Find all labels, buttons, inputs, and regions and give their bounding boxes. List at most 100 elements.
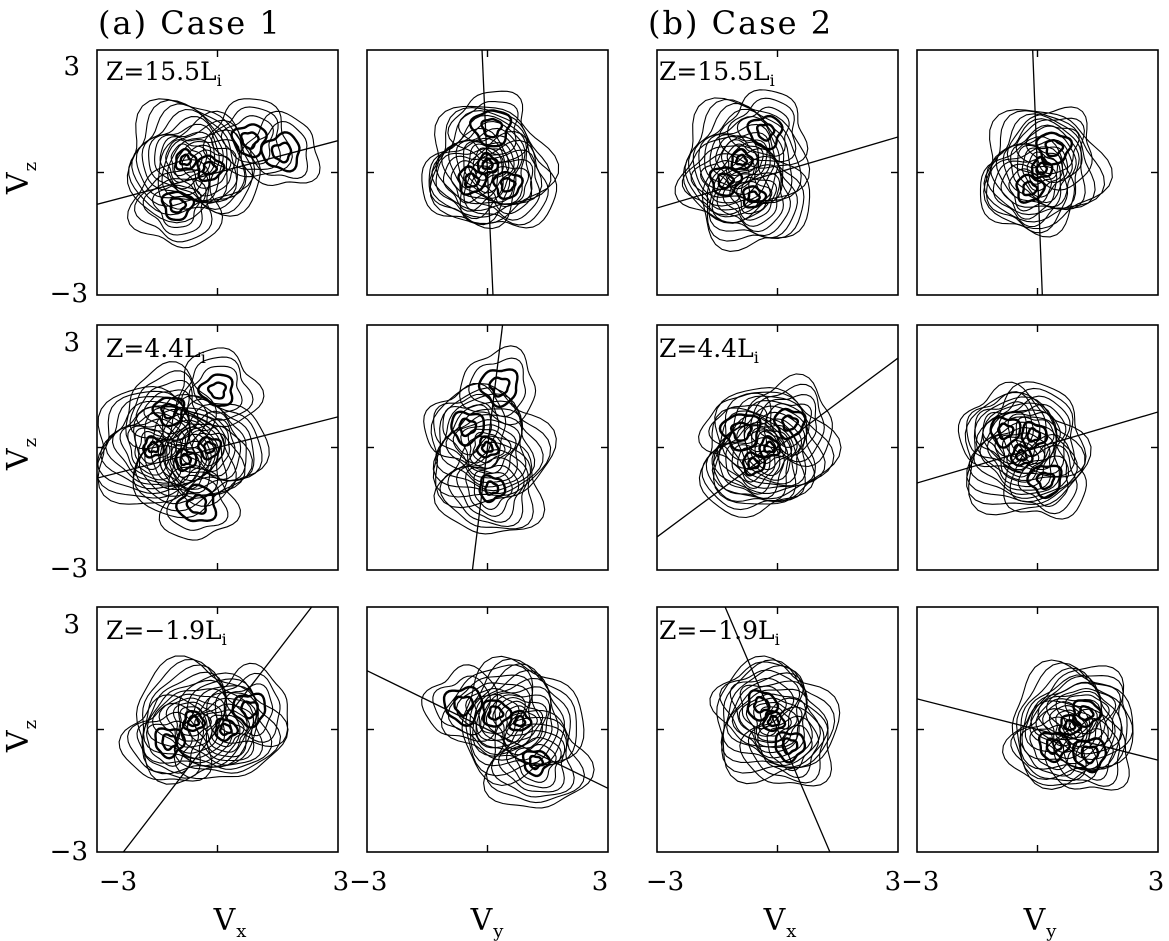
contour-ring — [429, 105, 560, 225]
contour-ring — [491, 170, 524, 201]
contour-ring — [488, 376, 511, 398]
contour-ring — [1035, 131, 1074, 166]
contour-ring — [442, 404, 492, 456]
fit-line — [97, 416, 338, 479]
contour-ring — [709, 661, 804, 748]
contour-ring — [173, 672, 289, 780]
contour-ring — [219, 722, 233, 737]
contour-ring — [477, 368, 519, 409]
contour-ring — [169, 197, 188, 214]
contour-ring — [766, 724, 813, 772]
xlabel-1: Vx — [213, 903, 247, 941]
fit-line — [657, 136, 898, 209]
contour-ring — [135, 655, 259, 785]
contour-ring — [456, 457, 525, 523]
contour-ring — [1071, 737, 1107, 774]
contour-ring — [1035, 471, 1056, 491]
contour-ring — [270, 141, 293, 164]
contour-ring — [442, 155, 499, 212]
contour-ring — [432, 675, 491, 736]
ylabel-sub: z — [20, 438, 41, 447]
contour-ring — [746, 190, 761, 204]
contour-ring — [992, 156, 1062, 228]
contour-ring — [1055, 687, 1117, 741]
contour-ring — [440, 664, 543, 761]
contour-ring — [166, 474, 229, 531]
contour-ring — [118, 694, 213, 782]
contour-ring — [1015, 117, 1085, 184]
fit-line — [724, 607, 831, 852]
contour-ring — [781, 737, 799, 756]
fit-line — [122, 607, 313, 852]
contour-ring — [1015, 416, 1055, 457]
contour-ring — [741, 451, 767, 477]
contour-ring — [127, 702, 205, 779]
contour-ring — [162, 395, 263, 499]
contour-ring — [982, 410, 1028, 457]
contour-ring — [202, 440, 217, 455]
contour-ring — [151, 396, 186, 428]
contour-ring — [985, 146, 1069, 234]
contour-ring — [186, 697, 257, 762]
contour-ring — [681, 145, 761, 218]
contour-ring — [154, 727, 187, 760]
contour-ring — [1011, 659, 1134, 790]
contour-ring — [458, 417, 478, 438]
contour-ring — [161, 119, 254, 215]
contour-ring — [447, 449, 529, 528]
fit-line — [1032, 50, 1043, 295]
ylabel-row-1: Vz — [1, 162, 41, 195]
contour-ring — [506, 736, 562, 789]
contour-ring — [1026, 464, 1063, 500]
contour-ring — [674, 135, 771, 224]
contour-ring — [718, 413, 762, 452]
contour-ring — [148, 123, 220, 200]
contour-ring — [134, 169, 213, 243]
contour-ring — [1064, 694, 1110, 735]
ylabel-base: V — [1, 171, 36, 195]
xtick-1: −3 — [99, 867, 137, 897]
contour-ring — [1016, 662, 1128, 780]
xtick-2: 3−3 — [333, 867, 388, 897]
contour-ring — [720, 664, 829, 768]
contour-ring — [180, 356, 254, 421]
contour-ring — [465, 658, 577, 777]
z-label-case2-row2: Z=4.4Li — [659, 334, 759, 367]
contour-ring — [754, 430, 787, 465]
contour-ring — [430, 382, 557, 509]
contour-lines — [421, 655, 595, 809]
contour-ring — [738, 693, 807, 754]
contour-ring — [196, 154, 226, 183]
contour-panel — [916, 49, 1159, 296]
contour-panel — [916, 606, 1159, 853]
contour-ring — [1030, 155, 1054, 180]
ytick-bottom-r3-a: −3 — [50, 837, 88, 867]
contour-ring — [154, 131, 216, 196]
xtick-6: 3 — [1148, 867, 1165, 897]
contour-ring — [1000, 163, 1058, 220]
panel-grid — [96, 49, 1159, 853]
contour-ring — [453, 695, 475, 717]
contour-ring — [457, 165, 488, 196]
contour-ring — [1029, 724, 1078, 771]
contour-ring — [459, 345, 537, 426]
contour-ring — [698, 407, 815, 519]
contour-ring — [146, 720, 193, 767]
contour-ring — [757, 394, 817, 456]
contour-ring — [716, 164, 784, 233]
contour-ring — [150, 426, 216, 494]
contour-ring — [468, 357, 526, 418]
contour-ring — [484, 166, 530, 208]
contour-ring — [1030, 665, 1134, 761]
contour-ring — [690, 153, 755, 211]
ylabel-row-3: Vz — [1, 720, 41, 753]
ylabel-sub: z — [20, 720, 41, 729]
contour-ring — [1002, 700, 1099, 786]
contour-ring — [461, 655, 585, 787]
contour-lines — [674, 89, 811, 252]
contour-ring — [730, 147, 754, 171]
contour-ring — [202, 98, 293, 178]
contour-ring — [128, 99, 247, 216]
contour-ring — [1009, 444, 1078, 515]
contour-ring — [160, 402, 179, 420]
